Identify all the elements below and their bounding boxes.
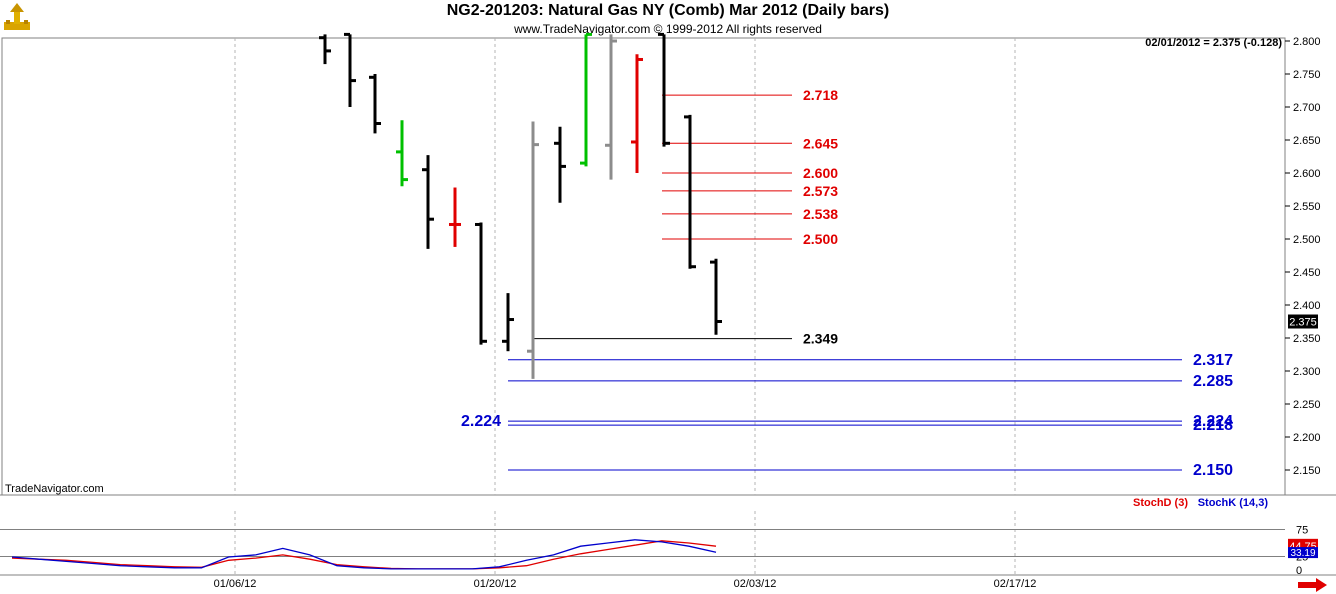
legend-stochk: StochK (14,3) <box>1198 497 1269 509</box>
ohlc-bar <box>527 121 539 379</box>
level-label: 2.600 <box>803 165 838 181</box>
chart-header: NG2-201203: Natural Gas NY (Comb) Mar 20… <box>0 0 1336 38</box>
x-tick-label: 01/06/12 <box>214 578 257 590</box>
price-panel: 2.800 2.750 2.700 2.650 2.600 2.550 2.500 2.450… <box>0 32 1336 576</box>
level-label: 2.718 <box>803 87 838 103</box>
y-tick-label: 2.650 <box>1293 135 1321 147</box>
stochk-readout: 33.19 <box>1290 548 1315 559</box>
watermark-text: TradeNavigator.com <box>5 483 104 495</box>
y-tick-label: 2.300 <box>1293 366 1321 378</box>
ohlc-bar <box>658 32 670 147</box>
scroll-right-arrow-icon[interactable] <box>1298 578 1328 592</box>
y-tick-label: 2.200 <box>1293 432 1321 444</box>
ohlc-bar <box>554 126 566 203</box>
y-tick-label: 2.750 <box>1293 69 1321 81</box>
ohlc-bar <box>710 258 722 335</box>
stoch-series-line <box>11 540 717 570</box>
y-tick-label: 2.600 <box>1293 168 1321 180</box>
stoch-y-tick-label: 0 <box>1296 565 1302 577</box>
trade-navigator-logo-icon <box>4 3 30 30</box>
level-label: 2.285 <box>1193 373 1233 390</box>
level-label: 2.349 <box>803 331 838 347</box>
level-label: 2.573 <box>803 183 838 199</box>
ohlc-bar <box>396 120 408 187</box>
last-price-label: 2.375 <box>1289 317 1317 329</box>
quote-readout: 02/01/2012 = 2.375 (-0.128) <box>1145 37 1282 49</box>
x-tick-label: 02/03/12 <box>734 578 777 590</box>
price-plot-frame <box>1 37 1286 496</box>
y-tick-label: 2.450 <box>1293 267 1321 279</box>
y-tick-label: 2.350 <box>1293 333 1321 345</box>
y-tick-label: 2.400 <box>1293 300 1321 312</box>
ohlc-bar <box>319 34 331 65</box>
ohlc-bar <box>631 54 643 173</box>
ohlc-bar <box>449 187 461 247</box>
level-label: 2.224 <box>461 413 501 430</box>
x-tick-label: 01/20/12 <box>474 578 517 590</box>
stochk-readout-box <box>1288 547 1318 559</box>
y-tick-label: 2.250 <box>1293 399 1321 411</box>
y-tick-label: 2.550 <box>1293 201 1321 213</box>
ohlc-bar <box>475 222 487 345</box>
level-label: 2.218 <box>1193 417 1233 434</box>
level-label: 2.224 <box>1193 413 1233 430</box>
x-axis: 01/06/12 01/20/12 02/03/12 02/17/12 <box>214 578 1037 590</box>
y-tick-label: 2.500 <box>1293 234 1321 246</box>
ohlc-bar <box>502 293 514 352</box>
chart-subtitle: www.TradeNavigator.com © 1999-2012 All r… <box>514 22 822 36</box>
level-label: 2.500 <box>803 231 838 247</box>
ohlc-bar <box>684 114 696 269</box>
last-price-box <box>1288 314 1318 329</box>
ohlc-bar <box>344 32 356 107</box>
ohlc-bar <box>422 155 434 249</box>
stoch-series-line <box>11 539 717 570</box>
level-label: 2.317 <box>1193 352 1233 369</box>
level-label: 2.150 <box>1193 462 1233 479</box>
ohlc-bar <box>605 34 617 180</box>
ohlc-bar <box>369 74 381 134</box>
level-label: 2.538 <box>803 206 838 222</box>
stoch-y-tick-label: 75 <box>1296 525 1308 537</box>
y-tick-label: 2.800 <box>1293 36 1321 48</box>
x-tick-label: 02/17/12 <box>994 578 1037 590</box>
level-label: 2.645 <box>803 135 838 151</box>
y-tick-label: 2.150 <box>1293 465 1321 477</box>
chart-title: NG2-201203: Natural Gas NY (Comb) Mar 20… <box>446 2 890 19</box>
y-tick-label: 2.700 <box>1293 102 1321 114</box>
legend-stochd: StochD (3) <box>1133 497 1188 509</box>
ohlc-bar <box>580 32 592 167</box>
